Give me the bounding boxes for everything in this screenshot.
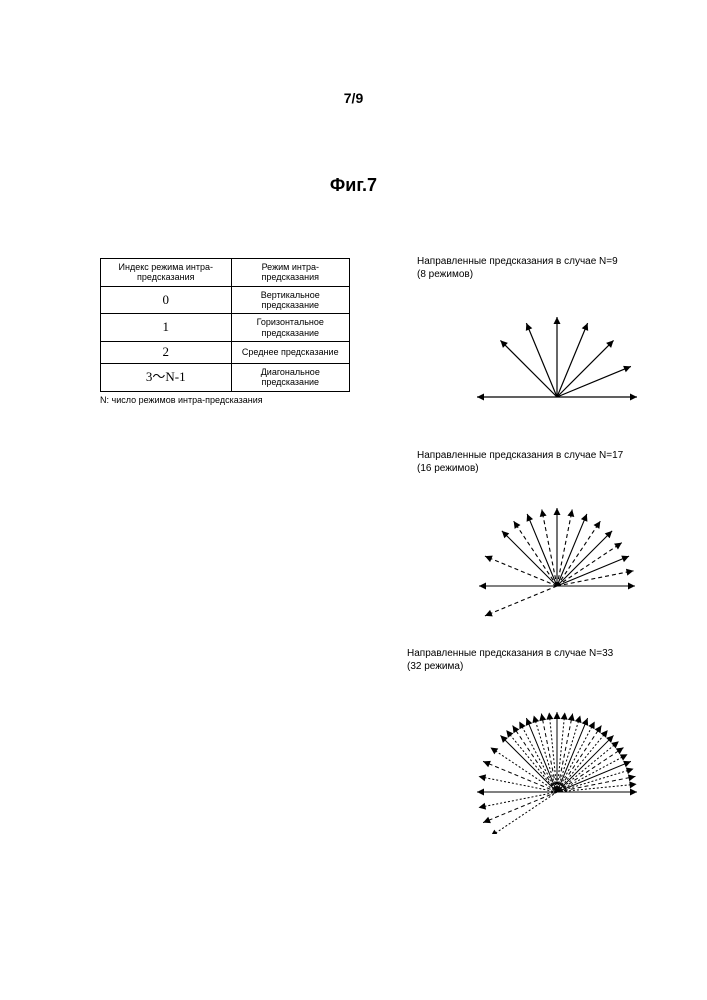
diagram-n9: Направленные предсказания в случае N=9 (… — [417, 256, 647, 422]
table-row: 1 Горизонтальное предсказание — [101, 314, 350, 342]
table-row: 0 Вертикальное предсказание — [101, 286, 350, 314]
diagram-n17-caption-line2: (16 режимов) — [417, 463, 647, 474]
diagram-n9-caption-line2: (8 режимов) — [417, 269, 647, 280]
page-number: 7/9 — [0, 90, 707, 106]
cell-index: 2 — [101, 342, 232, 364]
diagram-n9-caption-line1: Направленные предсказания в случае N=9 — [417, 256, 647, 267]
table-row: 2 Среднее предсказание — [101, 342, 350, 364]
figure-title: Фиг.7 — [0, 175, 707, 196]
diagram-n17: Направленные предсказания в случае N=17 … — [417, 450, 647, 626]
diagram-n17-svg — [417, 476, 647, 626]
cell-mode: Горизонтальное предсказание — [231, 314, 349, 342]
diagram-n33: Направленные предсказания в случае N=33 … — [407, 648, 647, 834]
table-row: 3～N-1 Диагональное предсказание — [101, 364, 350, 392]
modes-table-wrap: Индекс режима интра-предсказания Режим и… — [100, 258, 350, 405]
header-index: Индекс режима интра-предсказания — [101, 259, 232, 287]
cell-mode: Вертикальное предсказание — [231, 286, 349, 314]
cell-index: 0 — [101, 286, 232, 314]
diagram-n33-caption-line1: Направленные предсказания в случае N=33 — [407, 648, 647, 659]
table-header-row: Индекс режима интра-предсказания Режим и… — [101, 259, 350, 287]
diagram-n33-svg — [407, 674, 647, 834]
header-mode: Режим интра-предсказания — [231, 259, 349, 287]
modes-table: Индекс режима интра-предсказания Режим и… — [100, 258, 350, 392]
cell-mode: Диагональное предсказание — [231, 364, 349, 392]
cell-mode: Среднее предсказание — [231, 342, 349, 364]
diagram-n33-caption-line2: (32 режима) — [407, 661, 647, 672]
cell-index: 1 — [101, 314, 232, 342]
diagram-n9-svg — [417, 282, 647, 422]
diagram-n17-caption-line1: Направленные предсказания в случае N=17 — [417, 450, 647, 461]
cell-index: 3～N-1 — [101, 364, 232, 392]
table-caption: N: число режимов интра-предсказания — [100, 395, 350, 405]
